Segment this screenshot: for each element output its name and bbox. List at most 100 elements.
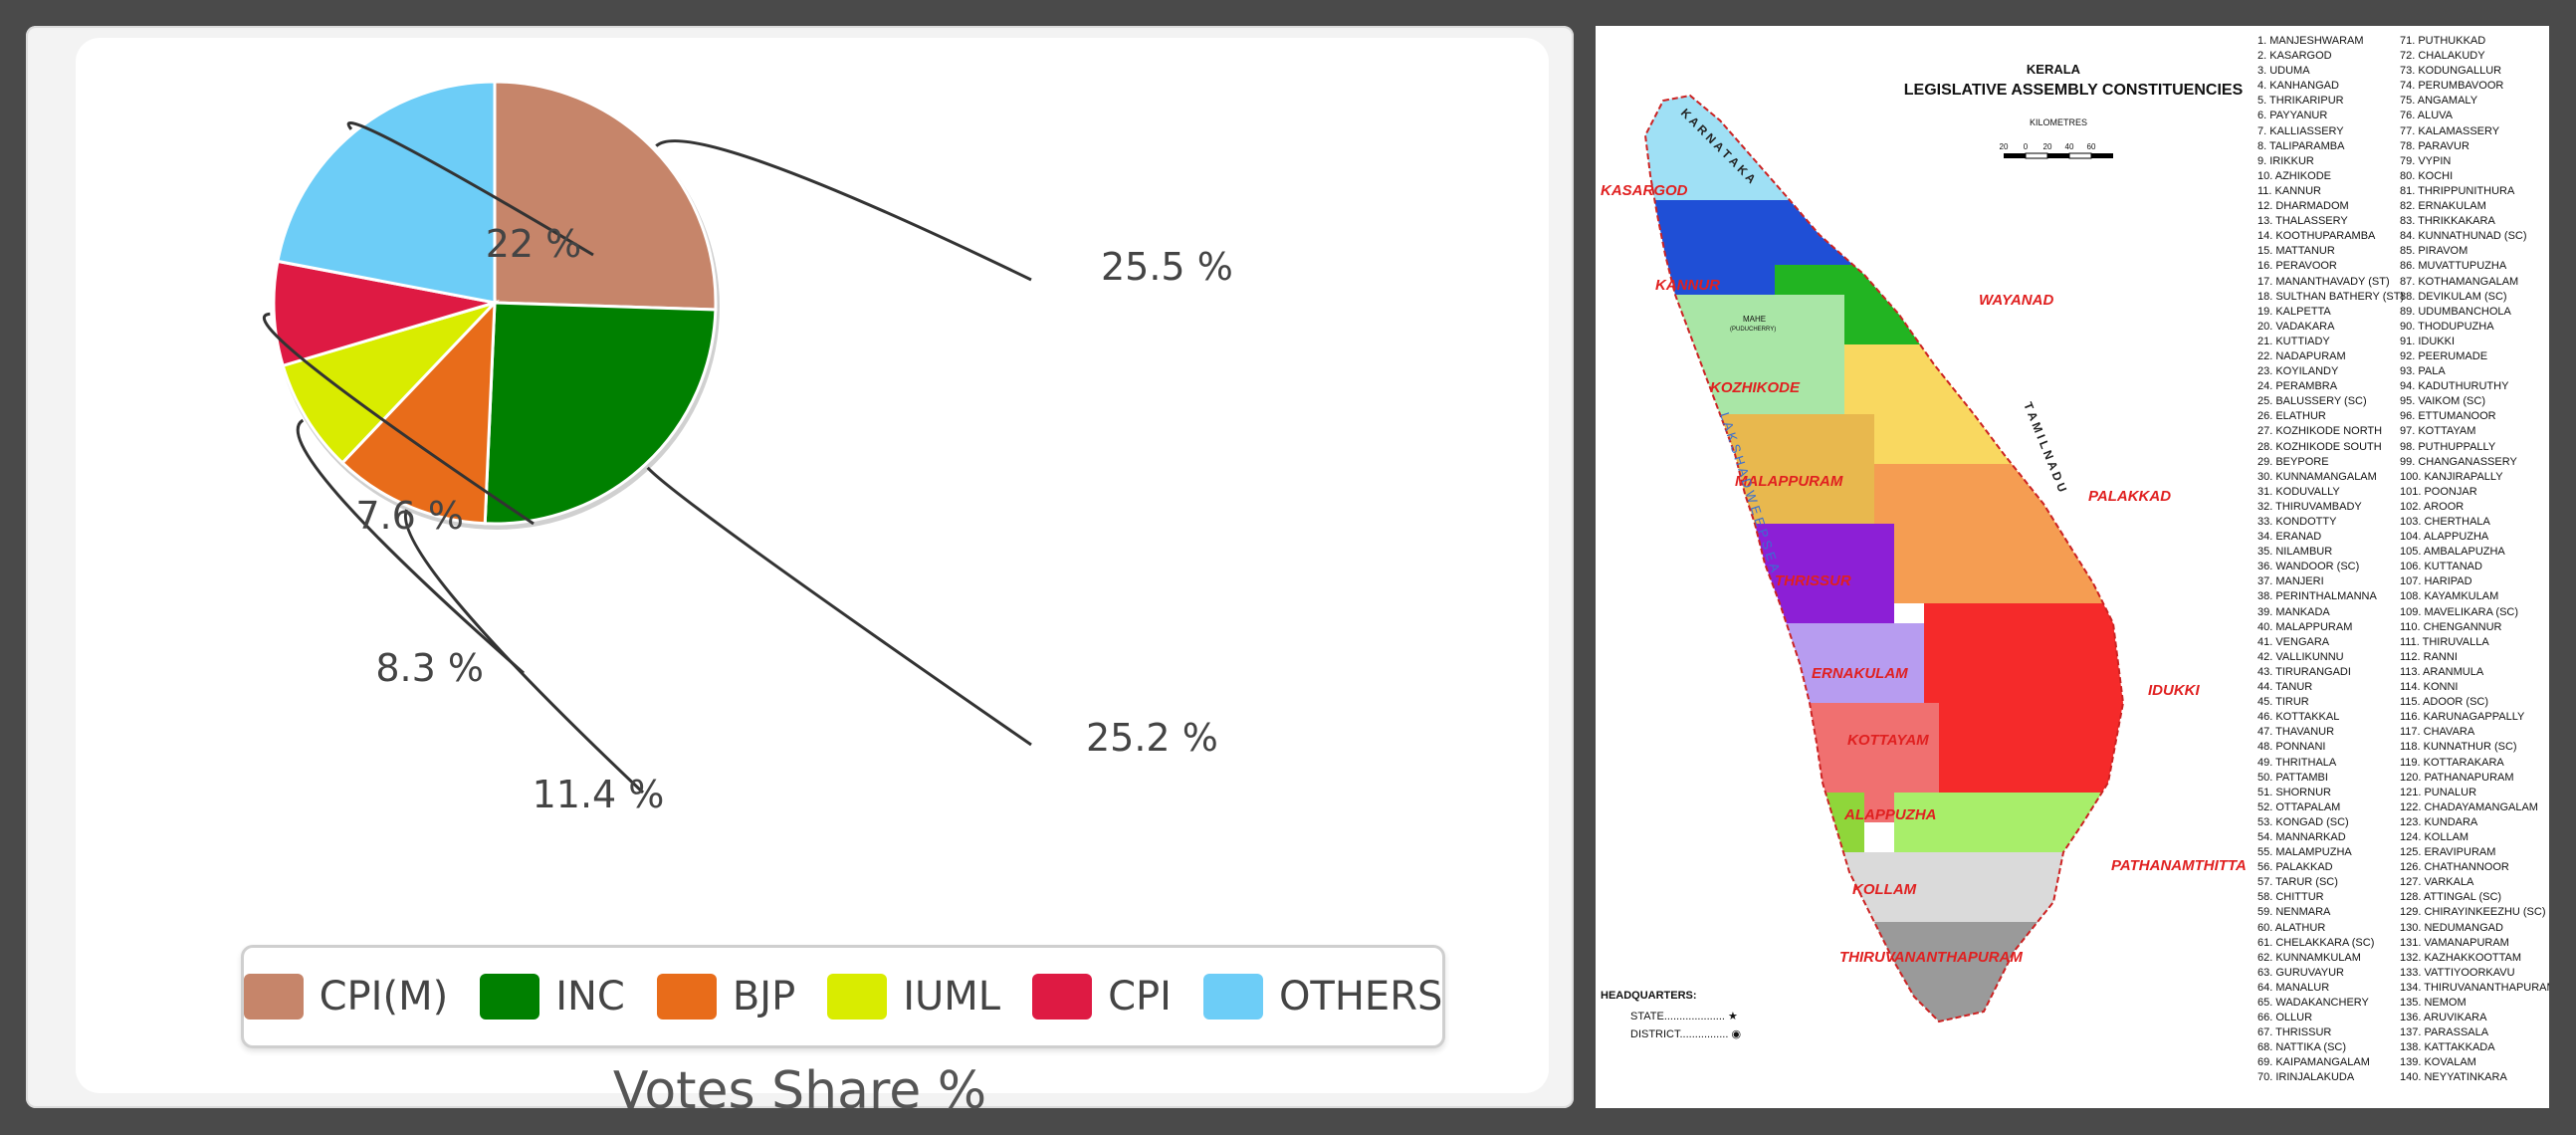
legend-swatch bbox=[656, 974, 717, 1020]
legend-swatch bbox=[1032, 974, 1093, 1020]
kerala-map: KASARGOD KANNUR WAYANAD KOZHIKODE MALAPPURAM… bbox=[1601, 94, 2247, 1023]
constituency-item: 98. PUTHUPPALLY bbox=[2400, 440, 2496, 453]
constituency-item: 110. CHENGANNUR bbox=[2400, 620, 2502, 633]
constituency-item: 97. KOTTAYAM bbox=[2400, 425, 2476, 438]
constituency-item: 78. PARAVUR bbox=[2400, 139, 2469, 152]
data-label: 22 % bbox=[486, 222, 582, 266]
constituency-item: 21. KUTTIADY bbox=[2257, 335, 2330, 347]
constituency-item: 115. ADOOR (SC) bbox=[2400, 696, 2489, 709]
leader-line bbox=[403, 509, 645, 794]
legend-label: BJP bbox=[732, 974, 796, 1020]
scale-tick-label: 40 bbox=[2065, 142, 2074, 151]
constituency-item: 94. KADUTHURUTHY bbox=[2400, 380, 2509, 393]
legend-item[interactable]: INC bbox=[480, 974, 625, 1020]
constituency-item: 102. AROOR bbox=[2400, 500, 2465, 513]
legend-item[interactable]: IUML bbox=[827, 974, 1000, 1020]
constituency-item: 5. THRIKARIPUR bbox=[2257, 95, 2344, 108]
constituency-item: 71. PUTHUKKAD bbox=[2400, 35, 2486, 47]
constituency-item: 30. KUNNAMANGALAM bbox=[2257, 470, 2377, 483]
constituency-item: 127. VARKALA bbox=[2400, 876, 2474, 889]
constituency-item: 114. KONNI bbox=[2400, 681, 2459, 694]
legend-label: CPI(M) bbox=[319, 974, 449, 1020]
constituency-item: 16. PERAVOOR bbox=[2257, 260, 2337, 273]
constituency-item: 80. KOCHI bbox=[2400, 169, 2454, 182]
constituency-item: 103. CHERTHALA bbox=[2400, 516, 2490, 528]
constituency-item: 45. TIRUR bbox=[2257, 696, 2309, 709]
constituency-item: 36. WANDOOR (SC) bbox=[2257, 561, 2360, 573]
data-label: 11.4 % bbox=[533, 773, 665, 816]
map-regions bbox=[1645, 96, 2123, 1022]
constituency-item: 52. OTTAPALAM bbox=[2257, 800, 2341, 813]
pie-slice-cpi bbox=[272, 259, 496, 368]
constituency-item: 79. VYPIN bbox=[2400, 154, 2452, 167]
constituency-item: 67. THRISSUR bbox=[2257, 1026, 2332, 1039]
constituency-item: 49. THRITHALA bbox=[2257, 756, 2337, 769]
constituency-item: 92. PEERUMADE bbox=[2400, 349, 2488, 362]
constituency-item: 122. CHADAYAMANGALAM bbox=[2400, 800, 2538, 813]
constituency-item: 85. PIRAVOM bbox=[2400, 245, 2469, 258]
constituency-item: 131. VAMANAPURAM bbox=[2400, 936, 2509, 949]
constituency-item: 11. KANNUR bbox=[2257, 184, 2321, 197]
data-label: 8.3 % bbox=[375, 646, 484, 690]
constituency-item: 120. PATHANAPURAM bbox=[2400, 771, 2514, 784]
constituency-item: 9. IRIKKUR bbox=[2257, 154, 2314, 167]
hq-title: HEADQUARTERS: bbox=[1601, 990, 1697, 1002]
star-icon: ★ bbox=[1728, 1011, 1738, 1022]
constituency-item: 31. KODUVALLY bbox=[2257, 485, 2340, 498]
constituency-item: 105. AMBALAPUZHA bbox=[2400, 546, 2505, 559]
constituency-item: 12. DHARMADOM bbox=[2257, 200, 2349, 213]
constituency-item: 47. THAVANUR bbox=[2257, 726, 2335, 739]
constituency-item: 6. PAYYANUR bbox=[2257, 110, 2328, 122]
constituency-item: 108. KAYAMKULAM bbox=[2400, 590, 2499, 603]
hq-district-label: DISTRICT................ bbox=[1630, 1028, 1729, 1040]
legend-item[interactable]: OTHERS bbox=[1202, 974, 1442, 1020]
constituency-item: 24. PERAMBRA bbox=[2257, 380, 2338, 393]
constituency-item: 1. MANJESHWARAM bbox=[2257, 35, 2364, 47]
constituency-item: 113. ARANMULA bbox=[2400, 665, 2484, 678]
constituency-item: 104. ALAPPUZHA bbox=[2400, 531, 2489, 544]
constituency-item: 23. KOYILANDY bbox=[2257, 365, 2339, 378]
constituency-item: 72. CHALAKUDY bbox=[2400, 50, 2485, 63]
district-label-kozhikode: KOZHIKODE bbox=[1710, 379, 1801, 396]
constituency-item: 109. MAVELIKARA (SC) bbox=[2400, 605, 2519, 618]
scale-tick-label: 20 bbox=[2000, 142, 2009, 151]
constituency-item: 140. NEYYATINKARA bbox=[2400, 1071, 2507, 1084]
pie-chart: 25.5 % 25.2 % 11.4 % 8.3 % 7.6 % 22 % bbox=[263, 80, 1233, 816]
constituency-item: 54. MANNARKAD bbox=[2257, 830, 2346, 843]
pie-slice-inc bbox=[483, 301, 718, 526]
constituency-item: 132. KAZHAKKOOTTAM bbox=[2400, 951, 2522, 964]
legend-item[interactable]: CPI bbox=[1032, 974, 1172, 1020]
leader-line bbox=[296, 418, 525, 675]
constituency-item: 18. SULTHAN BATHERY (ST) bbox=[2257, 290, 2405, 303]
constituency-item: 124. KOLLAM bbox=[2400, 830, 2469, 843]
constituency-item: 130. NEDUMANGAD bbox=[2400, 921, 2503, 934]
constituency-item: 137. PARASSALA bbox=[2400, 1026, 2489, 1039]
constituency-item: 128. ATTINGAL (SC) bbox=[2400, 891, 2502, 904]
mahe-sub-label: (PUDUCHERRY) bbox=[1730, 327, 1776, 333]
constituency-item: 26. ELATHUR bbox=[2257, 410, 2326, 423]
constituency-item: 57. TARUR (SC) bbox=[2257, 876, 2338, 889]
district-label-ernakulam: ERNAKULAM bbox=[1812, 665, 1908, 682]
constituency-item: 111. THIRUVALLA bbox=[2400, 635, 2489, 648]
hq-state: STATE.................... ★ bbox=[1630, 1010, 1738, 1022]
constituency-item: 139. KOVALAM bbox=[2400, 1056, 2476, 1069]
leader-line bbox=[655, 139, 1032, 282]
leader-line bbox=[646, 466, 1032, 747]
constituency-item: 87. KOTHAMANGALAM bbox=[2400, 275, 2519, 288]
hq-state-label: STATE.................... bbox=[1630, 1011, 1725, 1022]
legend-item[interactable]: BJP bbox=[656, 974, 796, 1020]
constituency-item: 77. KALAMASSERY bbox=[2400, 124, 2500, 137]
tamilnadu-label: T A M I L N A D U bbox=[2021, 400, 2069, 494]
scale-title: KILOMETRES bbox=[2030, 117, 2087, 127]
constituency-item: 69. KAIPAMANGALAM bbox=[2257, 1056, 2370, 1069]
district-label-alappuzha: ALAPPUZHA bbox=[1843, 806, 1937, 823]
legend-item[interactable]: CPI(M) bbox=[243, 974, 449, 1020]
district-label-thiruvananthapuram: THIRUVANANTHAPURAM bbox=[1839, 949, 2023, 966]
hq-district: DISTRICT................ ◉ bbox=[1630, 1027, 1741, 1040]
constituency-item: 119. KOTTARAKARA bbox=[2400, 756, 2504, 769]
district-label-pathanamthitta: PATHANAMTHITTA bbox=[2111, 857, 2247, 874]
constituency-item: 116. KARUNAGAPPALLY bbox=[2400, 711, 2525, 724]
pie-slice-others bbox=[276, 80, 497, 305]
constituency-item: 8. TALIPARAMBA bbox=[2257, 139, 2345, 152]
district-label-malappuram: MALAPPURAM bbox=[1735, 473, 1843, 490]
